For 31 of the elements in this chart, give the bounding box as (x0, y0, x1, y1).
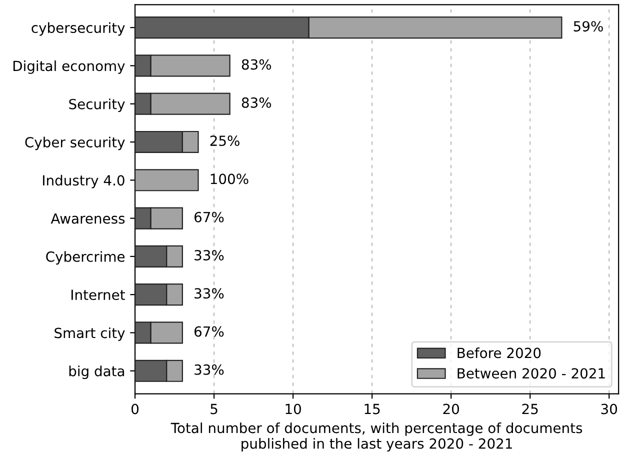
y-tick-label: Security (69, 98, 125, 112)
x-tick-label: 20 (443, 404, 459, 414)
annotation: 67% (194, 326, 224, 337)
annotation: 67% (194, 212, 224, 222)
x-tick-label: 25 (522, 404, 538, 414)
annotation: 25% (210, 136, 240, 146)
annotation: 83% (242, 97, 272, 108)
x-tick-label: 5 (210, 404, 218, 414)
y-tick-label: cybersecurity (32, 22, 125, 36)
y-tick-label: Cyber security (25, 136, 125, 150)
bar (135, 169, 199, 192)
annotation: 33% (194, 250, 224, 260)
y-tick-label: Internet (72, 290, 125, 300)
x-axis-title: Total number of documents, with percentage of documents published in the last years 2020 - 2021 (170, 422, 582, 452)
legend-label: Before 2020 (458, 347, 541, 358)
y-tick-label: Awareness (50, 213, 125, 224)
annotation: 100% (210, 174, 248, 184)
x-tick-label: 15 (364, 404, 380, 414)
x-tick-label: 10 (286, 404, 301, 414)
y-tick-label: Digital economy (13, 60, 125, 74)
y-tick-label: Cybercrime (46, 251, 125, 265)
y-tick-label: Industry 4.0 (43, 174, 124, 188)
annotation: 33% (194, 288, 224, 299)
y-tick-label: big data (69, 366, 124, 380)
legend-label: Between 2020 - 2021 (458, 368, 605, 379)
y-tick-label: Smart city (54, 327, 125, 341)
annotation: 33% (194, 364, 224, 375)
annotation: 83% (242, 59, 272, 70)
x-tick-label: 0 (132, 404, 139, 414)
x-tick-label: 30 (601, 404, 618, 414)
annotation: 59% (574, 21, 603, 32)
